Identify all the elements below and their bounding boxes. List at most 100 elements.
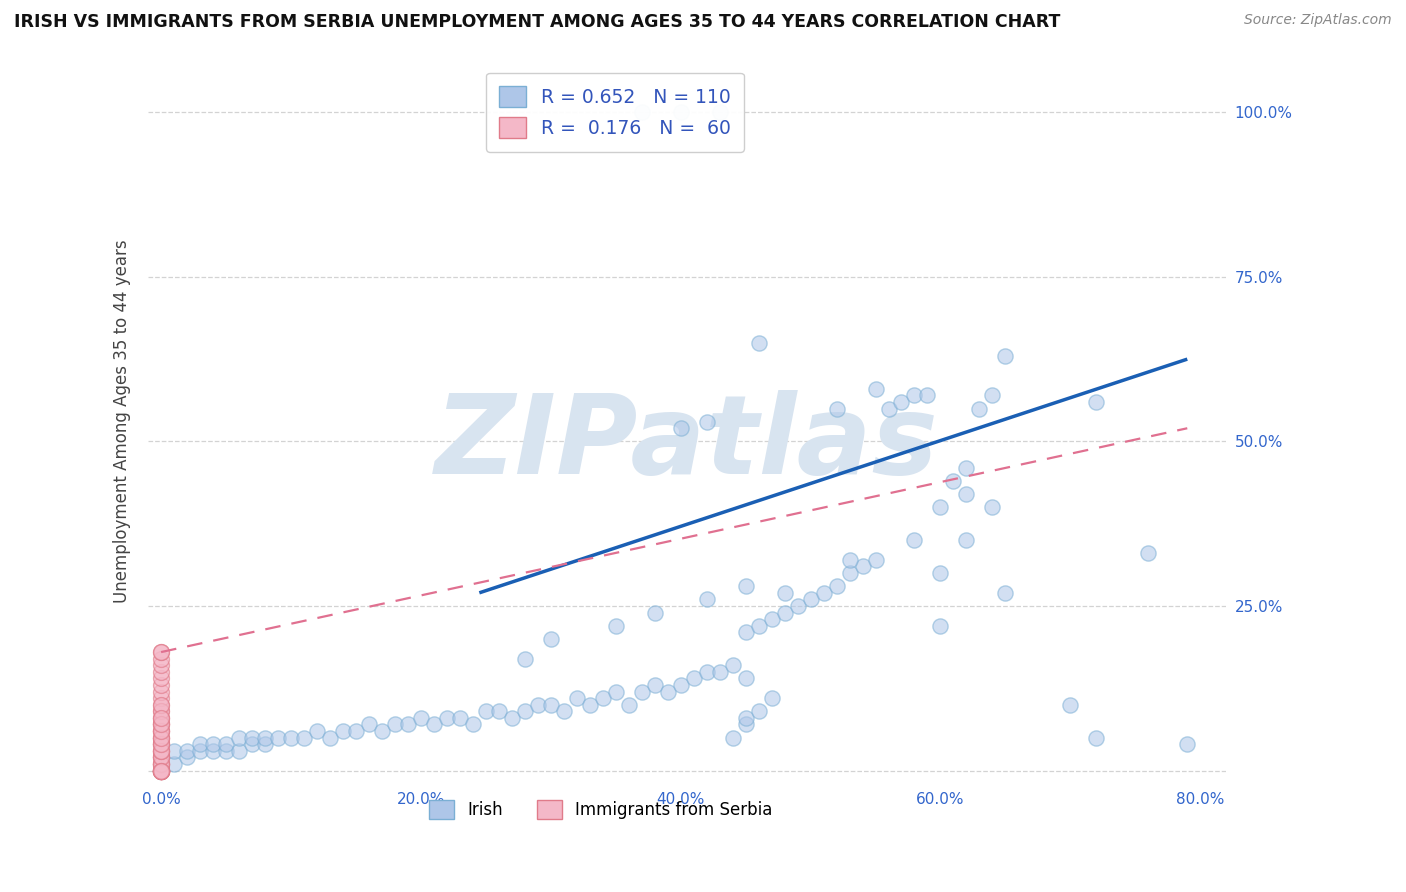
Point <box>215 744 238 758</box>
Point <box>734 672 756 686</box>
Point <box>215 737 238 751</box>
Point <box>150 731 173 745</box>
Point <box>332 724 354 739</box>
Point <box>1085 731 1108 745</box>
Point <box>877 401 900 416</box>
Point <box>721 731 744 745</box>
Point <box>1137 546 1160 560</box>
Point <box>384 717 406 731</box>
Point <box>929 619 952 633</box>
Point <box>150 764 173 778</box>
Point <box>630 684 652 698</box>
Point <box>657 684 679 698</box>
Point <box>838 553 860 567</box>
Point <box>955 460 977 475</box>
Point <box>240 737 263 751</box>
Point <box>150 764 173 778</box>
Point <box>150 711 173 725</box>
Point <box>929 566 952 580</box>
Point <box>981 500 1004 515</box>
Point <box>709 105 731 120</box>
Point <box>994 586 1017 600</box>
Point <box>150 744 173 758</box>
Point <box>955 533 977 548</box>
Point <box>150 764 173 778</box>
Point <box>150 756 173 771</box>
Point <box>475 704 498 718</box>
Text: IRISH VS IMMIGRANTS FROM SERBIA UNEMPLOYMENT AMONG AGES 35 TO 44 YEARS CORRELATI: IRISH VS IMMIGRANTS FROM SERBIA UNEMPLOY… <box>14 13 1060 31</box>
Point <box>734 711 756 725</box>
Point <box>748 619 770 633</box>
Point <box>150 698 173 712</box>
Point <box>267 731 290 745</box>
Point <box>903 388 925 402</box>
Legend: Irish, Immigrants from Serbia: Irish, Immigrants from Serbia <box>423 794 779 826</box>
Point <box>800 592 823 607</box>
Point <box>526 698 548 712</box>
Point <box>917 388 939 402</box>
Point <box>150 665 173 679</box>
Point <box>150 645 173 659</box>
Point <box>150 717 173 731</box>
Point <box>150 764 173 778</box>
Point <box>981 388 1004 402</box>
Point <box>150 764 173 778</box>
Point <box>150 764 173 778</box>
Point <box>669 421 692 435</box>
Point <box>150 724 173 739</box>
Point <box>669 105 692 120</box>
Point <box>150 756 173 771</box>
Point <box>150 756 173 771</box>
Point <box>150 717 173 731</box>
Point <box>748 704 770 718</box>
Point <box>176 744 198 758</box>
Point <box>644 606 666 620</box>
Point <box>969 401 991 416</box>
Point <box>929 500 952 515</box>
Point <box>150 756 173 771</box>
Point <box>903 533 925 548</box>
Text: Source: ZipAtlas.com: Source: ZipAtlas.com <box>1244 13 1392 28</box>
Point <box>696 665 718 679</box>
Point <box>150 691 173 706</box>
Point <box>292 731 315 745</box>
Point <box>202 744 225 758</box>
Point <box>150 744 173 758</box>
Point <box>253 737 276 751</box>
Point <box>150 737 173 751</box>
Point <box>409 711 432 725</box>
Point <box>682 672 704 686</box>
Point <box>150 750 173 764</box>
Point <box>150 764 173 778</box>
Point <box>150 737 173 751</box>
Point <box>150 764 173 778</box>
Point <box>176 750 198 764</box>
Point <box>150 750 173 764</box>
Point <box>150 764 173 778</box>
Point <box>669 678 692 692</box>
Point <box>605 619 627 633</box>
Point <box>150 756 173 771</box>
Point <box>761 691 783 706</box>
Point <box>150 764 173 778</box>
Point <box>150 731 173 745</box>
Y-axis label: Unemployment Among Ages 35 to 44 years: Unemployment Among Ages 35 to 44 years <box>114 240 131 604</box>
Point <box>1175 737 1198 751</box>
Point <box>501 711 523 725</box>
Point <box>319 731 342 745</box>
Point <box>748 335 770 350</box>
Point <box>150 684 173 698</box>
Point <box>734 579 756 593</box>
Point <box>851 559 873 574</box>
Point <box>150 658 173 673</box>
Point <box>280 731 302 745</box>
Point <box>150 724 173 739</box>
Point <box>150 704 173 718</box>
Point <box>955 487 977 501</box>
Point <box>150 756 173 771</box>
Point <box>150 737 173 751</box>
Point <box>423 717 446 731</box>
Point <box>253 731 276 745</box>
Point <box>825 401 848 416</box>
Point <box>202 737 225 751</box>
